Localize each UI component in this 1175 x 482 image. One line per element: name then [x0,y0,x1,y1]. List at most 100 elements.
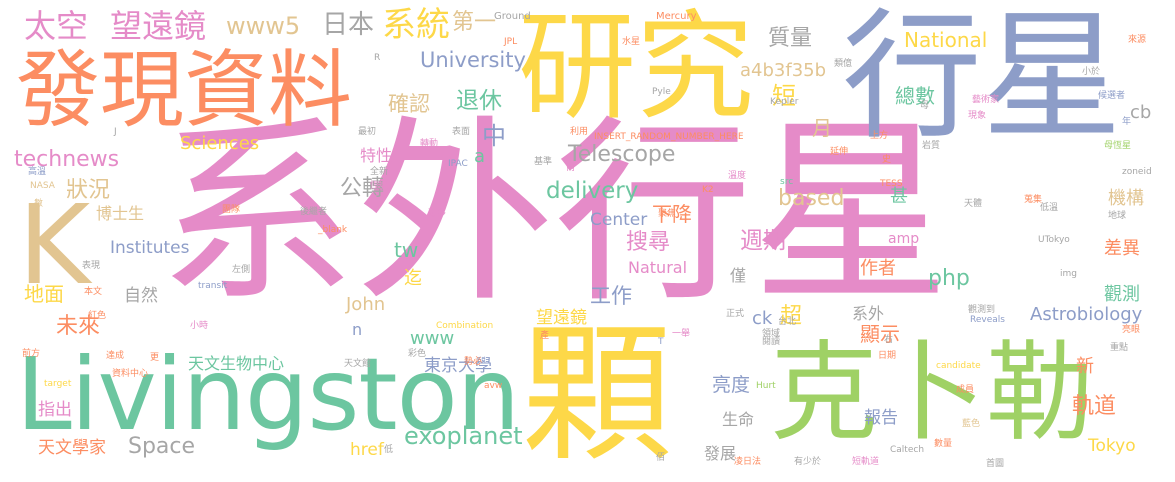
word: JPL [504,37,518,47]
word: 天體 [964,199,983,209]
word: 自然 [124,286,158,306]
word: target [44,379,72,389]
word: 短軌道 [852,457,880,467]
word: 重點 [1110,343,1129,353]
word: 未來 [56,314,101,339]
word: 系外 [852,304,885,323]
word: 新 [1076,356,1094,377]
word: 日期 [878,351,897,361]
word-exoplanet-zh: 系外行星 [158,98,950,329]
word: n [352,320,363,339]
word: src [780,177,794,187]
word: 岩質 [922,141,941,151]
word: 母恆星 [1104,141,1132,151]
word: Space [128,434,196,459]
word: 右 [884,335,894,345]
word: exoplanet [404,422,523,450]
word: 產 [540,331,550,341]
word: 差異 [1104,238,1140,259]
word: 閱讀 [762,337,781,347]
word: 月 [812,116,832,140]
word: 資料中心 [112,369,149,379]
word: 短 [772,82,796,110]
word: 小時 [190,321,209,331]
word: Telescope [568,142,676,167]
word: cb [1130,102,1152,123]
word: 觀測到 [968,305,996,315]
word: 蒐集 [1024,195,1043,205]
word: 延伸 [830,147,849,157]
word: 一舉 [672,329,691,339]
word: 地面 [24,282,64,306]
word: J [114,127,117,137]
word: 左側 [232,265,251,275]
word: 工作 [590,284,632,308]
word: INSERT_RANDOM_NUMBER_HERE [594,132,744,142]
word: Combination [436,321,494,331]
word: 狀況 [66,178,111,203]
word: candidate [936,361,981,371]
word: delivery [546,178,639,204]
word: 現象 [968,111,987,121]
word: 軌道 [1072,394,1117,419]
word: 達成 [106,351,125,361]
word: 南 [566,163,576,173]
word: 低溫 [1040,203,1059,213]
word: 史 [882,155,892,165]
word: 利用 [570,127,589,137]
word: 領域 [762,329,781,339]
word: amp [888,231,920,247]
word: 本文 [84,287,103,297]
word: 彩色 [408,349,427,359]
word: 團隊 [222,205,241,215]
word: UTokyo [1038,235,1070,245]
word: 太空 [24,7,89,45]
word: 表面 [452,127,471,137]
word: 前方 [22,349,41,359]
word: 母 [920,101,930,111]
word: 藍色 [962,419,981,429]
word: 藝術家 [972,95,1000,105]
word: img [1060,269,1077,279]
word: TESS [880,179,903,189]
word: 搜尋 [626,230,671,255]
word: NASA [30,181,55,191]
word: 質量 [768,26,813,51]
word: based [778,186,845,211]
word: 首圖 [986,459,1005,469]
word: 轉動 [420,139,439,149]
word: 博士生 [96,204,145,223]
word: 候選者 [1098,91,1126,101]
word: National [904,28,988,52]
word: a4b3f35b [740,60,827,81]
word: 東京大學 [424,356,492,376]
word: 日本 [322,10,375,40]
word-discovery-data: 發現資料 [16,41,353,139]
word: 紅色 [88,311,107,321]
word: 第一 [452,10,497,35]
word: 亮度 [712,374,751,396]
word: 勢必 [464,357,483,367]
word: 凌日法 [734,457,762,467]
word: www5 [226,12,301,40]
word: 全新 [370,167,389,177]
word: 退休 [456,88,502,114]
word: ck [752,308,773,329]
word: Reveals [970,315,1005,325]
word: 上方 [870,131,889,141]
word: 顯示 [860,322,900,346]
word: 溫度 [728,171,747,181]
word: 恆星 [370,181,389,191]
word: Center [590,210,648,230]
word: 超 [780,304,803,329]
word: 特性 [360,146,393,165]
word: 公轉 [340,176,385,201]
word-k: K [18,181,91,309]
word: 僅 [730,266,747,285]
word: 成員 [956,385,975,395]
word: 聚焦 [658,209,677,219]
word: 數量 [934,439,953,449]
word: 年 [1122,117,1132,127]
word-ke: 顆 [522,308,673,482]
word: T [658,337,664,347]
